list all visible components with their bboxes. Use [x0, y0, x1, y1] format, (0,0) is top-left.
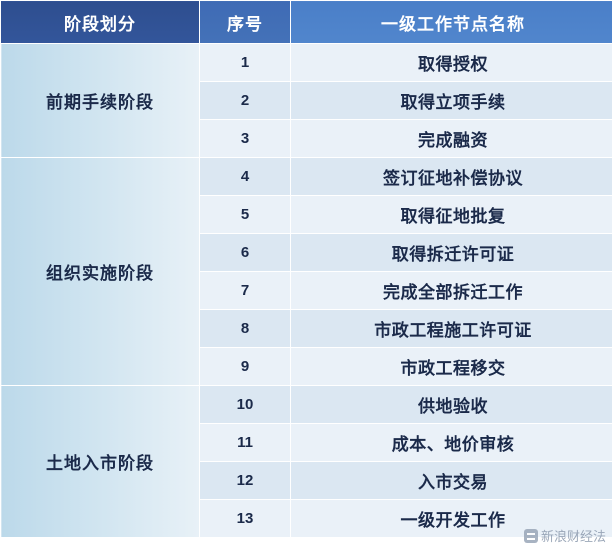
table-row: 土地入市阶段 10 供地验收	[0, 385, 612, 538]
row-task: 取得立项手续	[290, 81, 612, 120]
row-task: 签订征地补偿协议	[290, 157, 612, 196]
table-row: 5 取得征地批复	[1, 195, 612, 234]
row-number: 3	[199, 119, 291, 158]
row-task: 市政工程移交	[290, 347, 612, 386]
row-task: 取得拆迁许可证	[290, 233, 612, 272]
row-task: 完成全部拆迁工作	[290, 271, 612, 310]
stage-cell-0: 前期手续阶段	[0, 43, 200, 158]
row-task: 供地验收	[290, 385, 612, 424]
row-number: 2	[199, 81, 291, 120]
table-row: 3 完成融资	[1, 119, 612, 158]
row-number: 9	[199, 347, 291, 386]
table-header-row: 阶段划分 序号 一级工作节点名称	[0, 0, 612, 44]
row-number: 4	[199, 157, 291, 196]
column-header-name: 一级工作节点名称	[290, 0, 612, 44]
table-row: 11 成本、地价审核	[1, 423, 612, 462]
row-number: 7	[199, 271, 291, 310]
row-task: 市政工程施工许可证	[290, 309, 612, 348]
table-row: 组织实施阶段 4 签订征地补偿协议	[0, 157, 612, 386]
row-number: 1	[199, 43, 291, 82]
row-task: 一级开发工作	[290, 499, 612, 538]
stage-cell-2: 土地入市阶段	[0, 385, 200, 538]
table-row: 12 入市交易	[1, 461, 612, 500]
table-row: 9 市政工程移交	[1, 347, 612, 386]
column-header-stage: 阶段划分	[0, 0, 200, 44]
row-number: 12	[199, 461, 291, 500]
table-row: 8 市政工程施工许可证	[1, 309, 612, 348]
row-task: 成本、地价审核	[290, 423, 612, 462]
row-task: 取得征地批复	[290, 195, 612, 234]
work-nodes-table: 阶段划分 序号 一级工作节点名称 前期手续阶段 1 取得授权 2 取得立项手续 …	[0, 0, 612, 538]
table-row: 13 一级开发工作	[1, 499, 612, 538]
row-number: 10	[199, 385, 291, 424]
row-number: 13	[199, 499, 291, 538]
row-task: 入市交易	[290, 461, 612, 500]
table-row: 前期手续阶段 1 取得授权	[0, 43, 612, 158]
stage-cell-1: 组织实施阶段	[0, 157, 200, 386]
row-task: 取得授权	[290, 43, 612, 82]
row-number: 8	[199, 309, 291, 348]
table-body: 前期手续阶段 1 取得授权 2 取得立项手续 3 完成融资 组织实施阶段 4 签…	[0, 43, 612, 538]
column-header-number: 序号	[199, 0, 291, 44]
table-row: 7 完成全部拆迁工作	[1, 271, 612, 310]
row-number: 6	[199, 233, 291, 272]
row-number: 5	[199, 195, 291, 234]
row-task: 完成融资	[290, 119, 612, 158]
row-number: 11	[199, 423, 291, 462]
